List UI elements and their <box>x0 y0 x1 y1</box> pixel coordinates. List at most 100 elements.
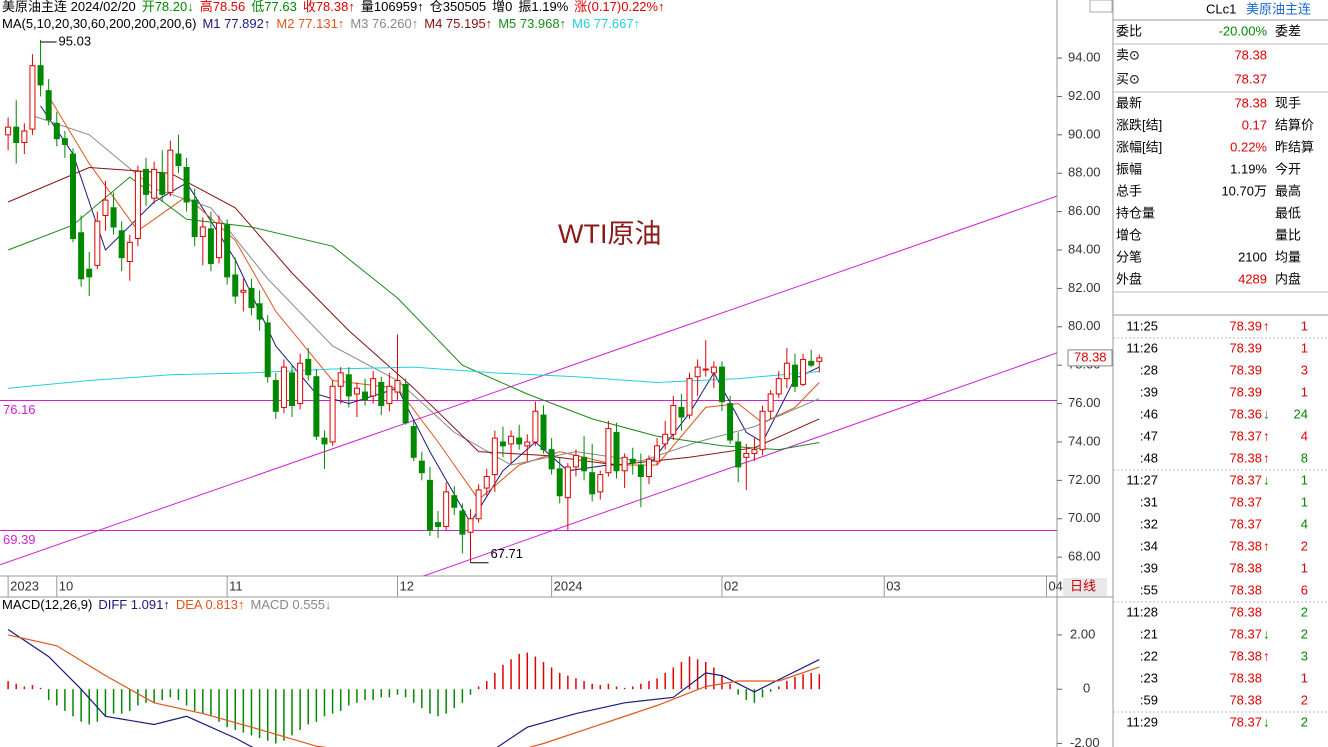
trade-time: :23 <box>1140 670 1158 685</box>
trade-volume: 2 <box>1301 626 1308 641</box>
trade-price: 78.37 <box>1229 626 1262 641</box>
trade-time: 11:26 <box>1126 340 1158 355</box>
trade-volume: 24 <box>1294 406 1308 421</box>
quote-label: 增仓 <box>1116 227 1142 242</box>
trade-time: 11:28 <box>1126 604 1158 619</box>
macd-line <box>7 629 820 747</box>
trade-time: :28 <box>1140 362 1158 377</box>
candle-body <box>167 149 174 193</box>
candle-body <box>183 166 190 203</box>
trade-time: 11:25 <box>1126 318 1158 333</box>
period-box <box>1063 578 1107 596</box>
trade-direction: ↑ <box>1263 450 1270 465</box>
candle-body <box>248 287 255 309</box>
candle-body <box>467 518 474 533</box>
trade-time: :32 <box>1140 516 1158 531</box>
candle-body <box>483 476 490 489</box>
trade-price: 78.39 <box>1229 340 1262 355</box>
candle-body <box>394 380 401 393</box>
macd_legend-item: DEA 0.813↑ <box>176 597 245 612</box>
trade-time: :47 <box>1140 428 1158 443</box>
trade-volume: 1 <box>1301 384 1308 399</box>
trade-volume: 2 <box>1301 714 1308 729</box>
candle-body <box>808 360 815 366</box>
candle-body <box>589 472 596 495</box>
ma_legend-item: MA(5,10,20,30,60,200,200,200,6) <box>2 16 196 31</box>
trade-price: 78.38 <box>1229 692 1262 707</box>
x-tick-label: 2023 <box>10 578 39 593</box>
y-tick-label: 92.00 <box>1068 88 1101 103</box>
quote-value: 0.17 <box>1242 117 1267 132</box>
y-tick-label: 68.00 <box>1068 549 1101 564</box>
y-tick-label: 86.00 <box>1068 203 1101 218</box>
candle-body <box>305 358 312 376</box>
quote-label: 涨幅[结] <box>1116 139 1162 154</box>
quote-label: 涨跌[结] <box>1116 117 1162 132</box>
quote-value: 0.22% <box>1230 139 1267 154</box>
candle-body <box>418 460 425 474</box>
candle-body <box>78 232 85 280</box>
quote-label: 最新 <box>1116 95 1142 110</box>
candle-body <box>581 456 588 472</box>
candle-body <box>540 414 547 451</box>
header-item: 仓350505 <box>430 0 486 14</box>
candle-body <box>126 241 133 263</box>
window-control <box>1089 0 1113 13</box>
quote-label: 振幅 <box>1116 161 1142 176</box>
trade-time: :39 <box>1140 384 1158 399</box>
candle-body <box>637 464 644 478</box>
candle-body <box>694 366 701 378</box>
x-tick-label: 03 <box>886 578 900 593</box>
candle-body <box>816 357 823 362</box>
period-label: 日线 <box>1070 578 1096 593</box>
trade-time: 11:27 <box>1126 472 1158 487</box>
header-row: 美原油主连 2024/02/20 开78.20↓ 高78.56 低77.63 收78.3… <box>2 0 665 14</box>
header-item: 高78.56 <box>200 0 246 14</box>
header-item: 低77.63 <box>251 0 297 14</box>
trade-time: :31 <box>1140 494 1158 509</box>
candle-body <box>759 410 766 451</box>
trade-volume: 1 <box>1301 560 1308 575</box>
trade-price: 78.38 <box>1229 560 1262 575</box>
x-tick-label: 02 <box>724 578 738 593</box>
macd-line <box>7 634 820 747</box>
candle-body <box>426 479 433 531</box>
ma_legend-item: M5 73.968↑ <box>498 16 566 31</box>
header-item: 收78.38↑ <box>303 0 355 14</box>
trade-volume: 4 <box>1301 516 1308 531</box>
y-tick-label: 90.00 <box>1068 126 1101 141</box>
y-tick-label: -2.00 <box>1070 735 1100 747</box>
ma_legend-item: M1 77.892↑ <box>202 16 270 31</box>
trade-price: 78.38 <box>1229 648 1262 663</box>
header-item: 振1.19% <box>518 0 568 14</box>
candle-body <box>735 441 742 468</box>
quote-value: 2100 <box>1238 249 1267 264</box>
candle-body <box>289 372 296 406</box>
candle-body <box>491 437 498 476</box>
quote-right: 最低 <box>1275 205 1301 220</box>
candle-body <box>21 130 28 144</box>
y-tick-label: 94.00 <box>1068 49 1101 64</box>
trade-direction: ↓ <box>1263 714 1270 729</box>
quote-label: 分笔 <box>1116 249 1142 264</box>
trade-price: 78.39 <box>1229 318 1262 333</box>
candle-body <box>337 372 344 387</box>
price-plot <box>0 40 1057 576</box>
candle-body <box>783 362 790 380</box>
y-tick-label: 82.00 <box>1068 280 1101 295</box>
y-tick-label: 80.00 <box>1068 318 1101 333</box>
candle-body <box>662 433 669 445</box>
candle-body <box>378 381 385 406</box>
current-price: 78.38 <box>1074 349 1107 364</box>
quote-code: CLc1 <box>1206 1 1236 16</box>
trade-price: 78.37 <box>1229 516 1262 531</box>
trade-volume: 1 <box>1301 318 1308 333</box>
macd_legend-item: MACD 0.555↓ <box>251 597 332 612</box>
candle-body <box>670 404 677 435</box>
x-tick-label: 12 <box>399 578 413 593</box>
candle-body <box>621 456 628 472</box>
trade-price: 78.38 <box>1229 670 1262 685</box>
candle-body <box>370 378 377 397</box>
candle-body <box>313 376 320 437</box>
